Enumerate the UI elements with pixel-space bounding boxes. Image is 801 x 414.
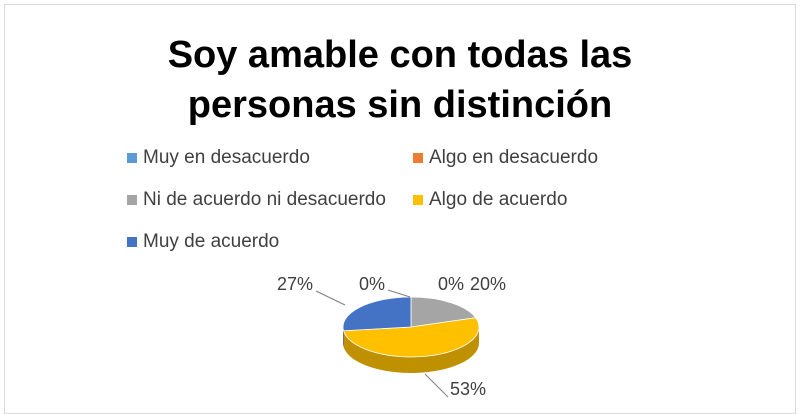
legend-item: Algo de acuerdo [413, 189, 687, 211]
leader-line [424, 373, 449, 398]
legend-label: Algo en desacuerdo [429, 147, 599, 168]
legend-item: Muy de acuerdo [127, 231, 413, 253]
legend: Muy en desacuerdo Algo en desacuerdo Ni de… [127, 147, 687, 253]
slice [343, 317, 480, 358]
slice-side [343, 327, 344, 347]
chart-title: Soy amable con todas las personas sin di… [167, 34, 633, 126]
legend-label: Ni de acuerdo ni desacuerdo [143, 189, 386, 210]
data-label: 27% [277, 274, 313, 294]
slice [342, 296, 412, 332]
data-label: 0% [438, 274, 464, 294]
data-label: 53% [450, 379, 486, 399]
leader-line [387, 289, 411, 298]
legend-label: Muy en desacuerdo [143, 147, 310, 168]
legend-item: Algo en desacuerdo [413, 147, 687, 169]
legend-label: Algo de acuerdo [429, 189, 568, 210]
slice-side [343, 327, 479, 373]
legend-label: Muy de acuerdo [143, 231, 280, 252]
legend-swatch [127, 195, 137, 205]
legend-swatch [413, 153, 423, 163]
legend-swatch [413, 195, 423, 205]
legend-swatch [127, 237, 137, 247]
legend-item: Ni de acuerdo ni desacuerdo [127, 189, 413, 211]
slice [410, 296, 477, 328]
data-label: 20% [470, 274, 506, 294]
leader-line [315, 290, 346, 306]
legend-swatch [127, 153, 137, 163]
data-label: 0% [359, 274, 385, 294]
legend-item: Muy en desacuerdo [127, 147, 413, 169]
